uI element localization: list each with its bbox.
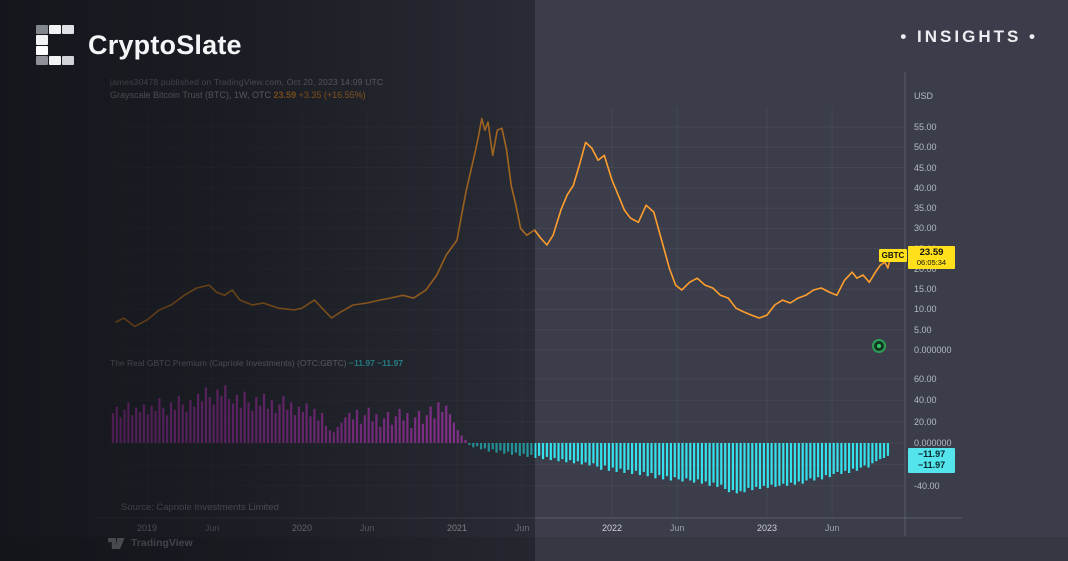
cryptoslate-logo-icon [36, 25, 74, 65]
price-tick-label: 15.00 [914, 284, 937, 295]
last-price-value: 23.59 [919, 247, 944, 258]
indicator-value-1: −11.97 [349, 358, 375, 368]
insights-label: • INSIGHTS • [900, 27, 1038, 46]
price-tick-label: 0.000000 [914, 345, 952, 355]
time-axis-tick-label: 2022 [601, 523, 623, 533]
premium-badge-line-1: −11.97 [917, 449, 946, 459]
time-axis-tick-label: Jun [204, 523, 220, 533]
time-axis-tick-label: 2023 [756, 523, 778, 533]
tradingview-logo-icon [108, 537, 125, 549]
price-tick-label: 50.00 [914, 142, 937, 153]
price-tick-label: 45.00 [914, 162, 937, 173]
premium-tick-label: 20.00 [914, 416, 937, 427]
time-axis-tick-label: Jun [669, 523, 685, 533]
indicator-name: The Real GBTC Premium (Capriole Investme… [110, 358, 347, 368]
bar-countdown: 06:05:34 [916, 258, 947, 267]
indicator-value-2: −11.97 [377, 358, 403, 368]
currency-label: USD [914, 91, 934, 101]
symbol-price-flag: GBTC [879, 249, 907, 262]
marker-dot-icon [877, 344, 881, 348]
symbol-change: +3.35 (+16.55%) [298, 90, 366, 100]
price-tick-label: 35.00 [914, 203, 937, 214]
time-axis-tick-label: Jun [514, 523, 530, 533]
price-tick-label: 40.00 [914, 182, 937, 193]
premium-tick-label: 60.00 [914, 373, 937, 384]
time-axis-tick-label: 2021 [446, 523, 468, 533]
premium-value-badge: −11.97 −11.97 [908, 448, 955, 473]
source-note: Source: Capriole Investments Limited [121, 502, 279, 513]
publish-attribution: james30478 published on TradingView.com,… [110, 77, 384, 87]
time-axis-tick-label: 2020 [291, 523, 313, 533]
brand: CryptoSlate [36, 25, 242, 65]
price-tick-label: 30.00 [914, 223, 937, 234]
symbol-header[interactable]: Grayscale Bitcoin Trust (BTC), 1W, OTC 2… [110, 90, 366, 100]
premium-tick-label: 40.00 [914, 395, 937, 406]
brand-name: CryptoSlate [88, 29, 242, 60]
price-tick-label: 55.00 [914, 121, 937, 132]
last-price-badge: 23.59 06:05:34 [908, 246, 955, 269]
tradingview-attribution: TradingView [108, 537, 193, 549]
price-tick-label: 10.00 [914, 304, 937, 315]
symbol-title: Grayscale Bitcoin Trust (BTC), 1W, OTC [110, 90, 272, 100]
tradingview-label: TradingView [131, 537, 193, 549]
time-axis-tick-label: Jun [359, 523, 375, 533]
price-tick-label: 5.00 [914, 324, 932, 335]
premium-tick-label: 0.000000 [914, 438, 952, 448]
indicator-title[interactable]: The Real GBTC Premium (Capriole Investme… [110, 358, 403, 368]
marker-button[interactable] [872, 339, 886, 353]
time-axis-tick-label: Jun [824, 523, 840, 533]
time-axis-tick-label: 2019 [136, 523, 158, 533]
symbol-last-price: 23.59 [273, 90, 297, 100]
premium-tick-label: -40.00 [914, 480, 940, 491]
premium-badge-line-2: −11.97 [917, 460, 946, 470]
